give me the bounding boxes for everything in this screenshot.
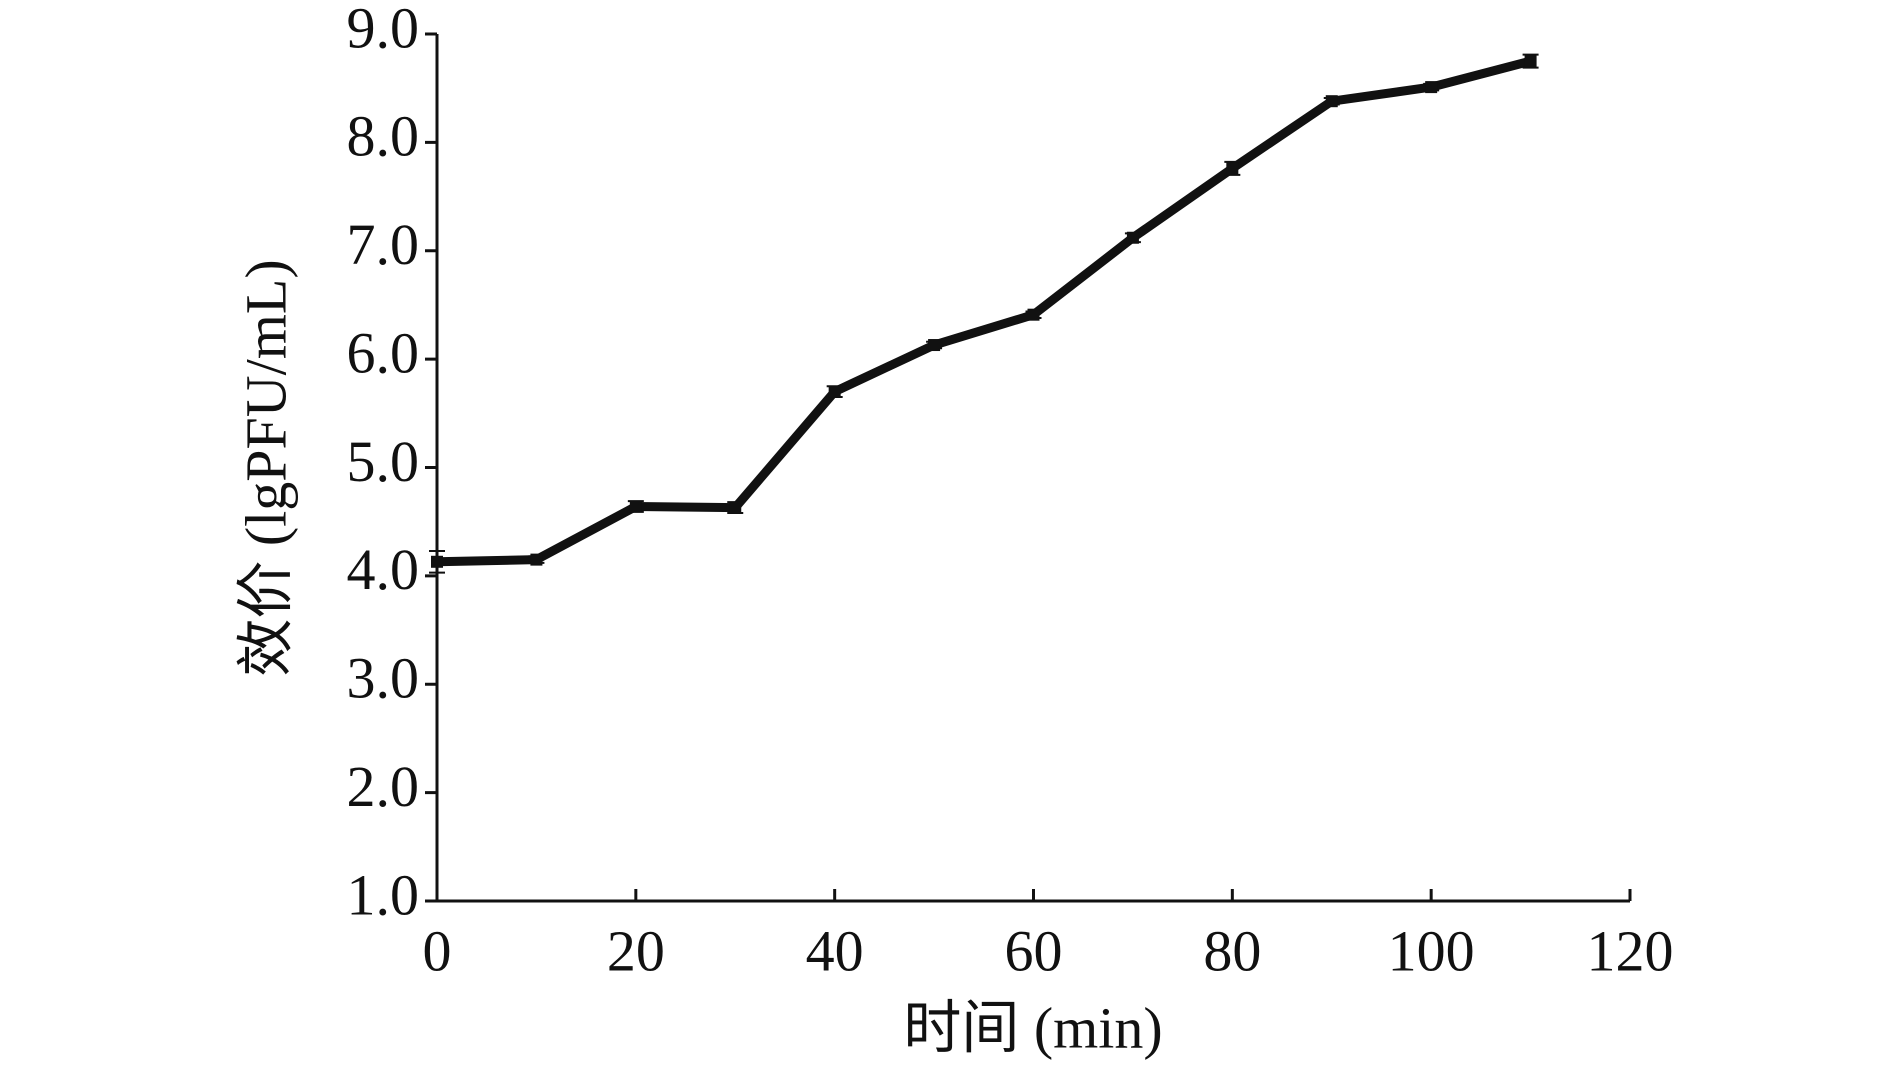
data-point xyxy=(530,553,543,566)
y-tick-label: 4.0 xyxy=(347,537,420,602)
y-tick-label: 1.0 xyxy=(347,862,420,927)
x-tick-label: 20 xyxy=(607,918,665,983)
x-tick-label: 40 xyxy=(806,918,864,983)
data-point xyxy=(1126,231,1139,244)
x-tick-label: 120 xyxy=(1587,918,1674,983)
data-point xyxy=(828,385,841,398)
data-line xyxy=(436,56,1532,567)
y-tick-label: 7.0 xyxy=(347,212,420,277)
data-point xyxy=(1226,162,1239,175)
data-point xyxy=(1325,95,1338,108)
x-tick-label: 100 xyxy=(1388,918,1475,983)
x-axis-title: 时间 (min) xyxy=(903,995,1162,1060)
y-tick-label: 9.0 xyxy=(347,0,420,60)
x-tick-label: 60 xyxy=(1005,918,1063,983)
y-axis-title: 效价 (lgPFU/mL) xyxy=(233,259,298,676)
y-tick-label: 8.0 xyxy=(347,104,420,169)
y-tick-label: 5.0 xyxy=(347,429,420,494)
data-point xyxy=(1425,81,1438,94)
data-point xyxy=(629,500,642,513)
data-point xyxy=(1524,55,1537,68)
y-tick-label: 3.0 xyxy=(347,646,420,711)
data-point xyxy=(729,501,742,514)
x-tick-label: 80 xyxy=(1203,918,1261,983)
data-point xyxy=(431,555,443,568)
y-tick-label: 6.0 xyxy=(347,320,420,385)
data-point xyxy=(928,339,941,352)
x-tick-label: 0 xyxy=(423,918,452,983)
data-point xyxy=(1027,308,1040,321)
y-tick-label: 2.0 xyxy=(347,754,420,819)
